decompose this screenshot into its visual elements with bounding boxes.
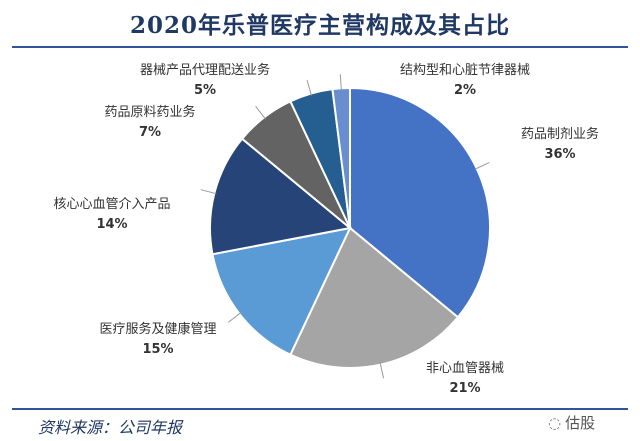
watermark-text: 估股 (565, 414, 596, 432)
slice-percent-label: 2% (454, 83, 476, 98)
slice-label: 药品原料药业务 (104, 104, 195, 120)
slice-label: 器械产品代理配送业务 (140, 62, 270, 78)
leader-line (200, 189, 217, 195)
leader-line (339, 74, 342, 91)
slice-percent-label: 5% (194, 83, 216, 98)
slice-label: 核心心血管介入产品 (53, 197, 170, 212)
leader-line (228, 312, 242, 323)
slice-percent-label: 21% (449, 381, 480, 396)
footer-divider (12, 408, 628, 410)
slice-label: 非心血管器械 (426, 361, 504, 376)
slice-percent-label: 14% (96, 217, 127, 232)
slice-percent-label: 7% (139, 125, 161, 140)
leader-line (255, 106, 266, 120)
leader-line (474, 161, 490, 170)
slice-label: 结构型和心脏节律器械 (400, 63, 530, 78)
title-divider (12, 46, 628, 48)
slice-label: 药品制剂业务 (521, 126, 599, 142)
watermark: ◌ 估股 (548, 412, 595, 433)
slice-label: 医疗服务及健康管理 (99, 321, 216, 337)
wechat-icon: ◌ (548, 414, 562, 432)
chart-title: 2020年乐普医疗主营构成及其占比 (129, 12, 510, 39)
slice-percent-label: 36% (544, 147, 575, 162)
slice-percent-label: 15% (142, 342, 173, 357)
leader-line (379, 362, 385, 379)
leader-line (306, 79, 312, 96)
source-note: 资料来源：公司年报 (38, 418, 183, 437)
